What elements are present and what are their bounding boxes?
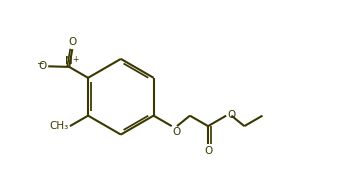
Text: −: − xyxy=(36,58,44,67)
Text: O: O xyxy=(69,37,77,47)
Text: +: + xyxy=(73,55,79,64)
Text: CH₃: CH₃ xyxy=(49,121,68,131)
Text: O: O xyxy=(227,110,235,120)
Text: N: N xyxy=(65,56,73,66)
Text: O: O xyxy=(173,127,181,137)
Text: O: O xyxy=(39,61,47,71)
Text: O: O xyxy=(204,146,213,156)
